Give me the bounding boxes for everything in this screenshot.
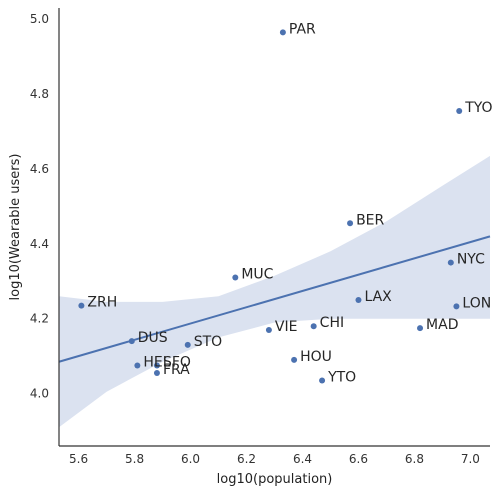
point-label-lax: LAX xyxy=(364,289,392,305)
point-label-sto: STO xyxy=(194,334,222,350)
point-lon xyxy=(453,303,460,310)
point-vie xyxy=(265,326,272,333)
point-label-chi: CHI xyxy=(320,315,344,331)
point-sfo xyxy=(153,362,160,369)
x-tick-label: 6.2 xyxy=(237,452,256,466)
point-lax xyxy=(355,297,362,303)
y-tick-label: 4.2 xyxy=(30,312,49,326)
point-label-tyo: TYO xyxy=(464,100,492,116)
x-tick-label: 6.4 xyxy=(293,452,312,466)
x-tick-label: 5.8 xyxy=(125,452,144,466)
point-fra xyxy=(153,370,160,376)
point-label-sfo: SFO xyxy=(163,355,191,371)
point-muc xyxy=(232,274,239,281)
point-dus xyxy=(128,338,135,345)
y-tick-label: 4.6 xyxy=(30,162,49,176)
point-label-hel: HEL xyxy=(143,355,170,371)
point-label-mad: MAD xyxy=(426,317,458,333)
point-label-fra: FRA xyxy=(163,362,190,378)
point-yto xyxy=(319,377,326,384)
point-label-nyc: NYC xyxy=(457,252,485,268)
point-label-lon: LON xyxy=(462,295,491,311)
point-label-yto: YTO xyxy=(327,369,356,385)
x-tick-label: 5.6 xyxy=(69,452,88,466)
point-zrh xyxy=(78,302,85,309)
point-sto xyxy=(184,341,191,348)
x-tick-label: 6.6 xyxy=(349,452,368,466)
y-tick-label: 4.0 xyxy=(30,387,49,401)
point-label-par: PAR xyxy=(289,21,316,37)
point-nyc xyxy=(447,259,454,266)
y-tick-label: 5.0 xyxy=(30,12,49,26)
point-label-muc: MUC xyxy=(241,267,273,283)
point-label-dus: DUS xyxy=(138,330,168,346)
x-axis-label: log10(population) xyxy=(217,472,333,487)
y-axis-label: log10(Wearable users) xyxy=(8,154,23,301)
point-chi xyxy=(310,323,317,330)
point-ber xyxy=(347,220,354,227)
y-tick-label: 4.4 xyxy=(30,237,49,251)
point-par xyxy=(279,29,286,36)
point-mad xyxy=(417,325,424,332)
x-tick-label: 6.0 xyxy=(181,452,200,466)
point-hou xyxy=(291,356,298,363)
point-tyo xyxy=(456,107,463,114)
y-tick-label: 4.8 xyxy=(30,87,49,101)
point-hel xyxy=(134,362,141,369)
x-tick-label: 6.8 xyxy=(405,452,424,466)
x-tick-label: 7.0 xyxy=(461,452,480,466)
point-label-zrh: ZRH xyxy=(87,295,117,311)
point-label-vie: VIE xyxy=(275,319,298,335)
confidence-band xyxy=(59,155,490,428)
point-label-ber: BER xyxy=(356,212,384,228)
point-label-hou: HOU xyxy=(300,349,332,365)
